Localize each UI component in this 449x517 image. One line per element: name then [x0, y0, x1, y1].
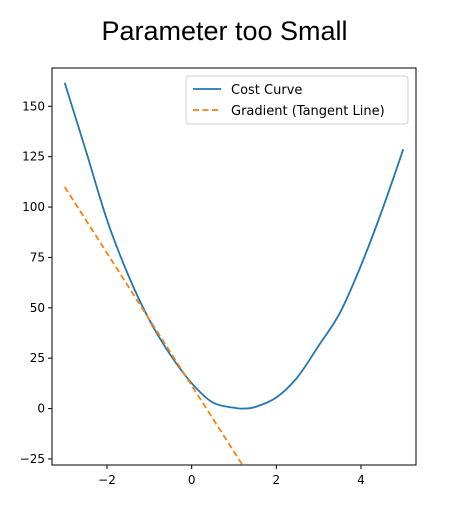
y-tick-label: −25: [20, 452, 45, 466]
legend: Cost Curve Gradient (Tangent Line): [185, 75, 409, 125]
y-tick-label: 100: [22, 200, 45, 214]
x-tick-label: 2: [273, 473, 281, 487]
x-axis: −2 0 2 4: [98, 465, 365, 487]
y-tick-label: 0: [37, 402, 45, 416]
series-line-cost-curve: [63, 82, 405, 410]
y-tick-label: 125: [22, 150, 45, 164]
y-tick-label: 25: [30, 351, 45, 365]
y-tick-label: 50: [30, 301, 45, 315]
y-axis: −25 0 25 50 75 100 125 150: [20, 99, 52, 466]
legend-box: [185, 75, 409, 125]
legend-label: Cost Curve: [231, 83, 302, 98]
legend-label: Gradient (Tangent Line): [231, 104, 385, 119]
x-tick-label: −2: [98, 473, 116, 487]
chart-title: Parameter too Small: [101, 16, 348, 46]
series-line-gradient-tangent: [63, 186, 244, 465]
chart-marks: [63, 82, 405, 465]
x-tick-label: 0: [188, 473, 196, 487]
plot-frame: [51, 67, 417, 466]
y-tick-label: 150: [22, 99, 45, 113]
x-tick-label: 4: [357, 473, 365, 487]
y-tick-label: 75: [30, 250, 45, 264]
